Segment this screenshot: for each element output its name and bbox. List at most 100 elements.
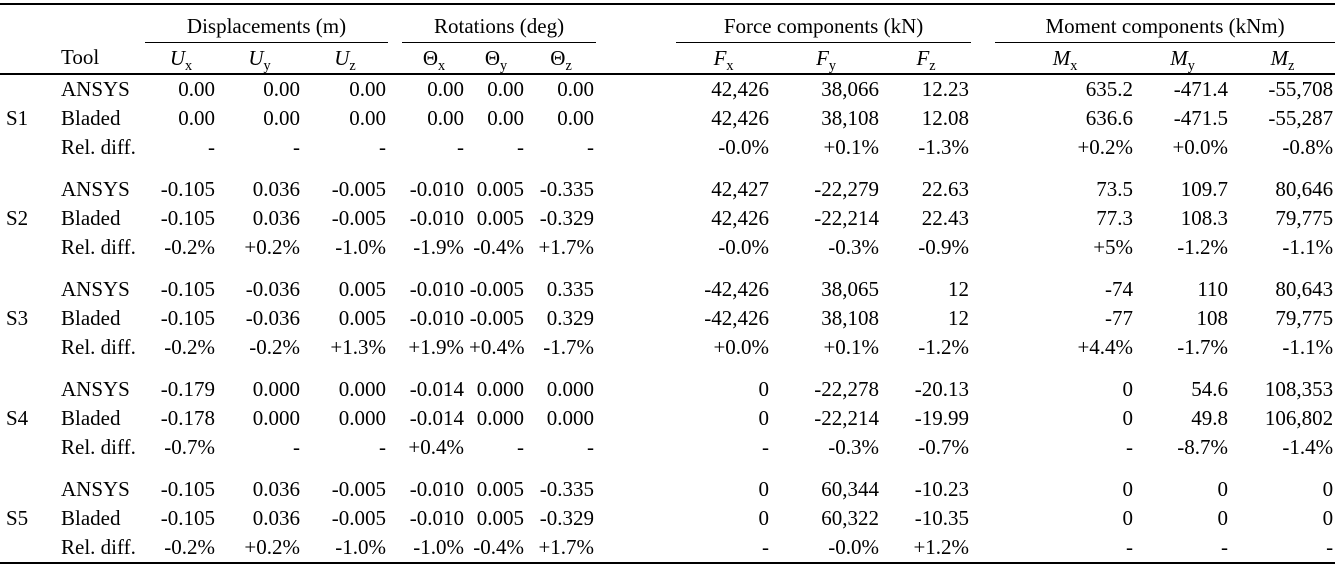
value-cell: 42,426	[711, 206, 770, 230]
value-cell: 0.005	[476, 177, 525, 201]
table-row-s1-bladed: S1 Bladed 0.00 0.00 0.00 0.00 0.00 0.00 42,426 38…	[0, 104, 1335, 133]
table-row-s2-bladed: S2 Bladed -0.105 0.036 -0.005 -0.010 0.005 -0.3…	[0, 204, 1335, 233]
tool-cell: ANSYS	[61, 177, 130, 201]
column-header-m-z: Mz	[1230, 42, 1335, 75]
column-group-forces: Force components (kN)	[676, 4, 972, 43]
value-cell: 0.00	[263, 77, 300, 101]
group-gap-cell	[0, 362, 1335, 375]
value-cell: -0.8%	[1282, 135, 1334, 159]
value-cell: 108	[1196, 306, 1229, 330]
group-spacer	[971, 4, 995, 43]
value-cell: +0.2%	[244, 535, 300, 559]
tool-cell: ANSYS	[61, 377, 130, 401]
value-cell: -0.7%	[164, 435, 215, 459]
row-group-label	[0, 475, 55, 504]
results-table: Displacements (m) Rotations (deg) Force …	[0, 3, 1335, 564]
column-header-f-x: Fx	[676, 42, 772, 75]
column-spacer	[971, 475, 995, 504]
value-cell: -0.005	[331, 477, 387, 501]
row-group-label	[0, 333, 55, 362]
sub-header-row: Tool Ux Uy Uz Θx Θy Θz Fx Fy Fz Mx My Mz	[0, 42, 1335, 75]
column-spacer	[388, 275, 402, 304]
column-header-theta-x: Θx	[402, 42, 467, 75]
group-gap-cell	[0, 462, 1335, 475]
value-cell: -0.105	[160, 277, 215, 301]
column-spacer	[388, 304, 402, 333]
row-group-label	[0, 375, 55, 404]
value-cell: 0	[1122, 377, 1134, 401]
column-header-f-z: Fz	[881, 42, 972, 75]
value-cell: -55,287	[1268, 106, 1334, 130]
value-cell: 0.00	[427, 77, 465, 101]
column-header-theta-y: Θy	[466, 42, 527, 75]
column-header-f-y: Fy	[771, 42, 882, 75]
group-gap	[0, 162, 1335, 175]
value-cell: 0.036	[252, 206, 300, 230]
value-cell: 0.335	[546, 277, 595, 301]
group-spacer	[971, 42, 996, 75]
value-cell: -0.329	[539, 206, 595, 230]
row-group-label	[0, 74, 55, 104]
column-spacer	[388, 475, 402, 504]
value-cell: -20.13	[914, 377, 970, 401]
value-cell: -0.3%	[828, 435, 880, 459]
table-row-s5-ansys: ANSYS -0.105 0.036 -0.005 -0.010 0.005 -0.335 0…	[0, 475, 1335, 504]
value-cell: 110	[1197, 277, 1229, 301]
group-gap-cell	[0, 262, 1335, 275]
value-cell: -0.005	[469, 277, 525, 301]
value-cell: 0.036	[252, 177, 300, 201]
value-cell: 60,322	[821, 506, 880, 530]
value-cell: -	[457, 135, 465, 159]
value-cell: -0.2%	[164, 235, 215, 259]
value-cell: -0.105	[160, 306, 215, 330]
value-cell: -1.4%	[1282, 435, 1334, 459]
column-header-m-y: My	[1135, 42, 1231, 75]
value-cell: -0.178	[160, 406, 215, 430]
value-cell: -0.036	[245, 277, 300, 301]
value-cell: -0.010	[409, 306, 465, 330]
column-group-label: Displacements (m)	[186, 14, 347, 38]
group-gap	[0, 262, 1335, 275]
value-cell: 38,108	[821, 106, 880, 130]
tool-cell: Bladed	[61, 406, 121, 430]
column-spacer	[388, 175, 402, 204]
value-cell: -0.179	[160, 377, 215, 401]
row-group-label	[0, 233, 55, 262]
tool-column-header: Tool	[55, 42, 145, 75]
value-cell: 0.00	[349, 106, 387, 130]
column-spacer	[388, 333, 402, 362]
value-cell: 0.000	[252, 377, 300, 401]
value-cell: -42,426	[704, 277, 770, 301]
value-cell: 0.000	[338, 406, 387, 430]
value-cell: -1.2%	[918, 335, 970, 359]
value-cell: -0.2%	[164, 535, 215, 559]
table-row-s4-bladed: S4 Bladed -0.178 0.000 0.000 -0.014 0.000 0.000…	[0, 404, 1335, 433]
column-spacer	[388, 504, 402, 533]
value-cell: 0.005	[476, 506, 525, 530]
value-cell: -0.005	[331, 177, 387, 201]
corner-cell	[0, 42, 55, 75]
value-cell: 73.5	[1096, 177, 1134, 201]
column-spacer	[971, 133, 995, 162]
group-gap	[0, 462, 1335, 475]
column-spacer	[971, 433, 995, 462]
group-spacer	[388, 4, 402, 43]
value-cell: +1.7%	[538, 235, 595, 259]
column-spacer	[971, 333, 995, 362]
column-spacer	[971, 204, 995, 233]
column-spacer	[388, 404, 402, 433]
column-spacer	[388, 433, 402, 462]
table-row-s1-ansys: ANSYS 0.00 0.00 0.00 0.00 0.00 0.00 42,426 38,06…	[0, 74, 1335, 104]
value-cell: 12.23	[921, 77, 970, 101]
column-group-displacements: Displacements (m)	[145, 4, 389, 43]
value-cell: +0.4%	[469, 335, 525, 359]
column-spacer	[971, 74, 995, 104]
value-cell: 60,344	[821, 477, 880, 501]
value-cell: 42,426	[711, 106, 770, 130]
value-cell: +0.1%	[823, 335, 880, 359]
value-cell: 54.6	[1191, 377, 1229, 401]
value-cell: -0.0%	[718, 135, 770, 159]
value-cell: 0.000	[476, 406, 525, 430]
column-header-theta-z: Θz	[526, 42, 597, 75]
value-cell: -0.005	[331, 506, 387, 530]
